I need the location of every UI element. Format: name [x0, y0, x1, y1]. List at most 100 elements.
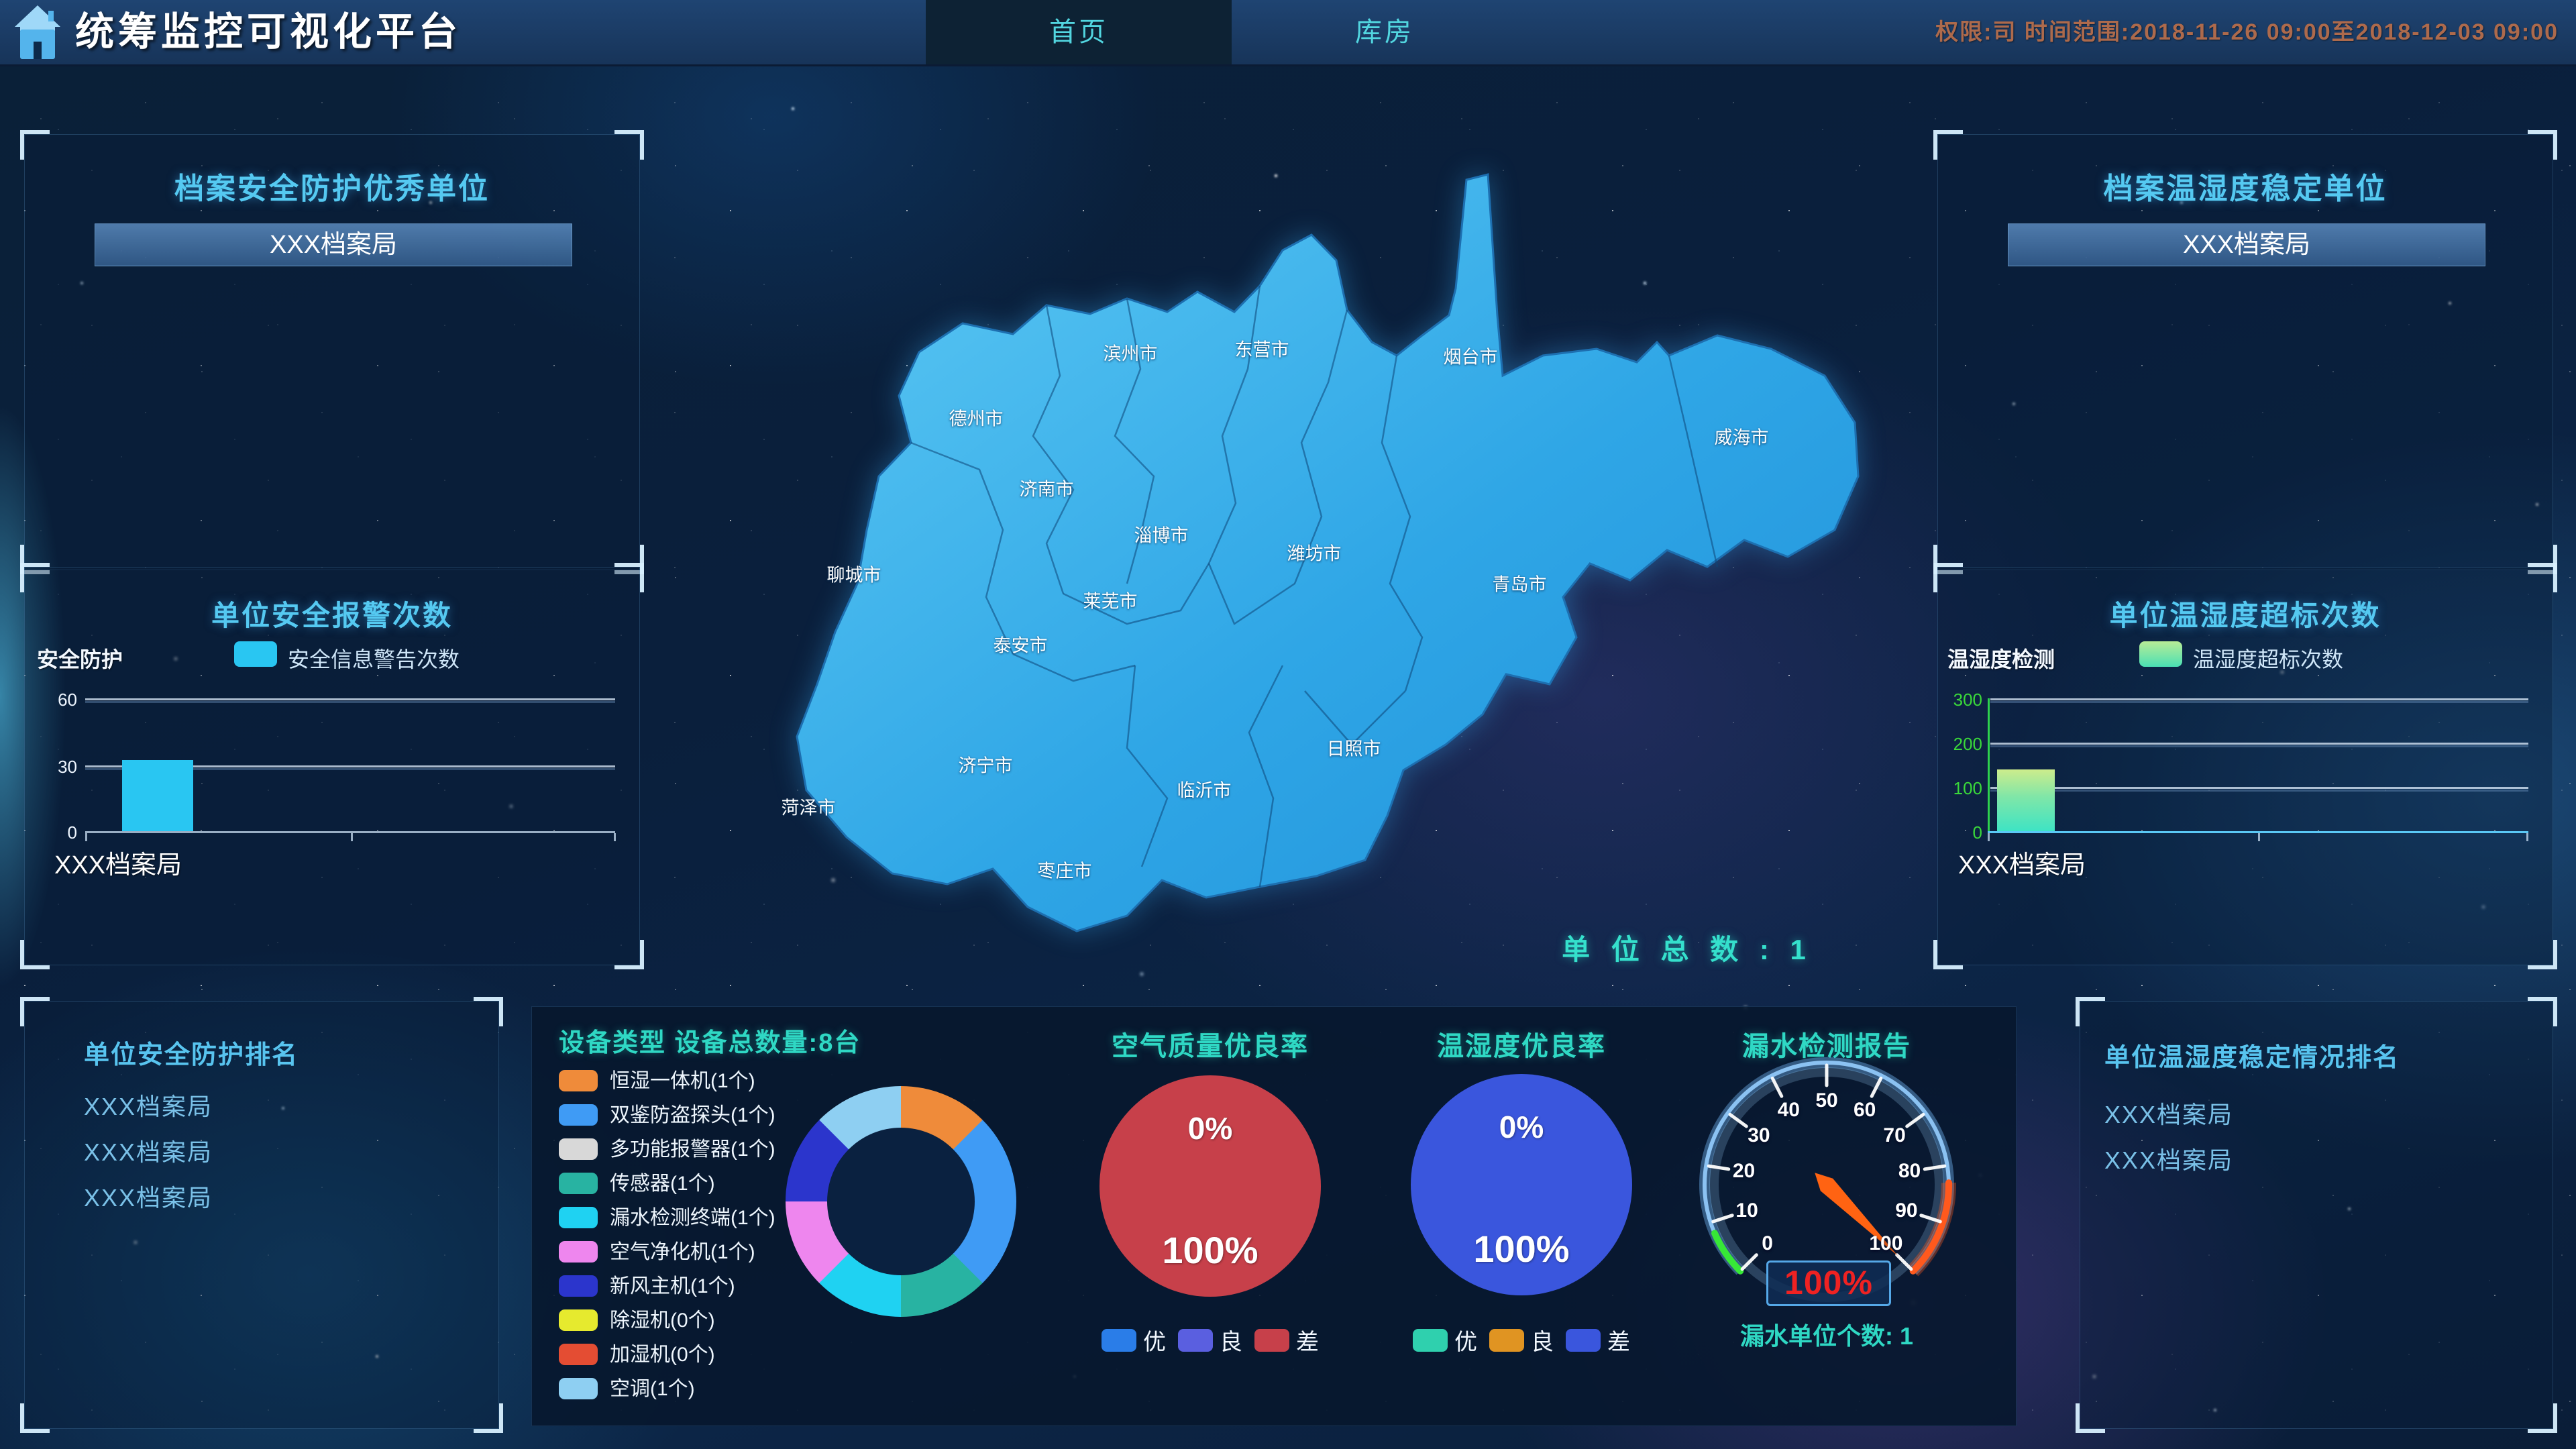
permission-timerange-text: 权限:司 时间范围:2018-11-26 09:00至2018-12-03 09…	[1935, 19, 2559, 45]
air-pie-legend: 优 良 差	[1089, 1324, 1331, 1356]
panel-title: 档案安全防护优秀单位	[174, 172, 490, 205]
city-label: 德州市	[949, 409, 1004, 429]
legend-label: 优	[1454, 1330, 1477, 1355]
x-tick	[351, 833, 353, 841]
corner-bracket-icon	[2528, 545, 2557, 574]
legend-item[interactable]: 良	[1178, 1324, 1242, 1356]
panel-security-alarm-chart: 单位安全报警次数 安全防护 安全信息警告次数 60 30 0 XXX档案局	[20, 563, 644, 969]
legend-swatch	[559, 1241, 598, 1263]
axis-name-label: 安全防护	[37, 647, 123, 672]
section-title-leak: 漏水检测报告	[1742, 1032, 1911, 1061]
rank-row: XXX档案局	[84, 1093, 213, 1120]
unit-total-text: 单 位 总 数 : 1	[1562, 934, 1813, 965]
city-label: 临沂市	[1177, 780, 1232, 801]
header-bar: 统筹监控可视化平台 首页 库房 权限:司 时间范围:2018-11-26 09:…	[0, 0, 2576, 66]
unit-list-item[interactable]: XXX档案局	[2008, 223, 2485, 266]
city-label: 青岛市	[1492, 574, 1547, 595]
tab-home[interactable]: 首页	[926, 0, 1232, 64]
gauge-needle	[1815, 1173, 1898, 1256]
air-quality-pie[interactable]: 0% 100%	[1099, 1075, 1321, 1297]
leak-gauge-chart[interactable]: 0 10 20 30 40 50 60 70 80 90 100	[1696, 1054, 1957, 1316]
unit-list-item[interactable]: XXX档案局	[95, 223, 572, 266]
legend-label: 新风主机(1个)	[610, 1275, 735, 1297]
rank-row: XXX档案局	[84, 1184, 213, 1212]
axis-name-label: 温湿度检测	[1947, 647, 2055, 672]
city-label: 泰安市	[993, 635, 1048, 656]
tab-warehouse[interactable]: 库房	[1355, 17, 1414, 47]
legend-swatch[interactable]	[234, 641, 277, 667]
legend-item[interactable]: 良	[1489, 1324, 1554, 1356]
city-label: 烟台市	[1443, 347, 1498, 368]
legend-label[interactable]: 安全信息警告次数	[288, 647, 460, 672]
shandong-map[interactable]	[698, 154, 1878, 953]
gauge-tick-label: 10	[1735, 1199, 1758, 1222]
gauge-tick-label: 20	[1732, 1160, 1756, 1183]
x-tick	[1988, 833, 1990, 841]
city-label: 淄博市	[1134, 525, 1189, 546]
x-tick	[614, 833, 616, 841]
legend-swatch	[559, 1344, 598, 1365]
pie-value-top: 0%	[1187, 1111, 1233, 1146]
corner-bracket-icon	[20, 1403, 50, 1433]
panel-humidity-stable-units: 档案温湿度稳定单位 XXX档案局	[1933, 130, 2557, 574]
legend-label: 差	[1607, 1330, 1630, 1355]
legend-swatch	[559, 1309, 598, 1331]
legend-item[interactable]: 差	[1566, 1324, 1630, 1356]
panel-title: 单位温湿度稳定情况排名	[2104, 1044, 2400, 1072]
corner-bracket-icon	[20, 940, 50, 969]
corner-bracket-icon	[2528, 563, 2557, 592]
y-tick: 0	[67, 822, 77, 843]
bar-humidity-exceed[interactable]	[1997, 769, 2055, 831]
city-label: 潍坊市	[1287, 543, 1342, 564]
corner-bracket-icon	[614, 940, 644, 969]
temp-humidity-pie[interactable]: 0% 100%	[1411, 1074, 1632, 1295]
gridline	[85, 765, 615, 767]
pie-value-top: 0%	[1499, 1110, 1544, 1144]
gauge-tick-label: 100	[1869, 1232, 1903, 1255]
corner-bracket-icon	[614, 563, 644, 592]
gridline	[1990, 698, 2528, 700]
section-title-devices: 设备类型 设备总数量:8台	[559, 1029, 861, 1057]
leak-unit-count-text: 漏水单位个数: 1	[1739, 1322, 1913, 1350]
bar-security-alarm[interactable]	[122, 760, 193, 831]
corner-bracket-icon	[2528, 940, 2557, 969]
y-tick: 0	[1972, 822, 1982, 843]
legend-item[interactable]: 差	[1254, 1324, 1319, 1356]
rank-row: XXX档案局	[84, 1138, 213, 1166]
legend-label: 漏水检测终端(1个)	[610, 1207, 775, 1229]
legend-swatch	[1254, 1328, 1289, 1352]
legend-label[interactable]: 温湿度超标次数	[2193, 647, 2344, 672]
corner-bracket-icon	[1933, 130, 1963, 160]
legend-swatch[interactable]	[2139, 641, 2182, 667]
corner-bracket-icon	[2528, 1403, 2557, 1433]
legend-item[interactable]: 优	[1413, 1324, 1477, 1356]
y-tick: 300	[1953, 690, 1982, 710]
city-label: 枣庄市	[1037, 861, 1092, 881]
gauge-tick-label: 60	[1854, 1098, 1876, 1121]
corner-bracket-icon	[1933, 545, 1963, 574]
x-tick	[85, 833, 87, 841]
gauge-tick-label: 30	[1748, 1124, 1770, 1146]
legend-swatch	[559, 1138, 598, 1160]
legend-swatch	[559, 1378, 598, 1399]
corner-bracket-icon	[614, 130, 644, 160]
corner-bracket-icon	[474, 997, 503, 1026]
legend-label: 良	[1531, 1330, 1554, 1355]
gauge-tick-label: 70	[1883, 1124, 1906, 1146]
bar-category-label: XXX档案局	[1958, 851, 2086, 879]
device-donut-chart[interactable]	[786, 1086, 1016, 1317]
pie-value-bottom: 100%	[1162, 1229, 1258, 1271]
legend-item[interactable]: 优	[1102, 1324, 1166, 1356]
legend-label: 差	[1296, 1330, 1319, 1355]
corner-bracket-icon	[2528, 130, 2557, 160]
corner-bracket-icon	[20, 563, 50, 592]
y-tick: 60	[58, 690, 77, 710]
y-axis	[1988, 698, 1990, 833]
gridline	[1990, 787, 2528, 789]
y-tick: 200	[1953, 734, 1982, 754]
corner-bracket-icon	[474, 1403, 503, 1433]
legend-swatch	[1102, 1328, 1136, 1352]
legend-swatch	[1566, 1328, 1601, 1352]
gauge-dial	[1699, 1057, 1957, 1302]
